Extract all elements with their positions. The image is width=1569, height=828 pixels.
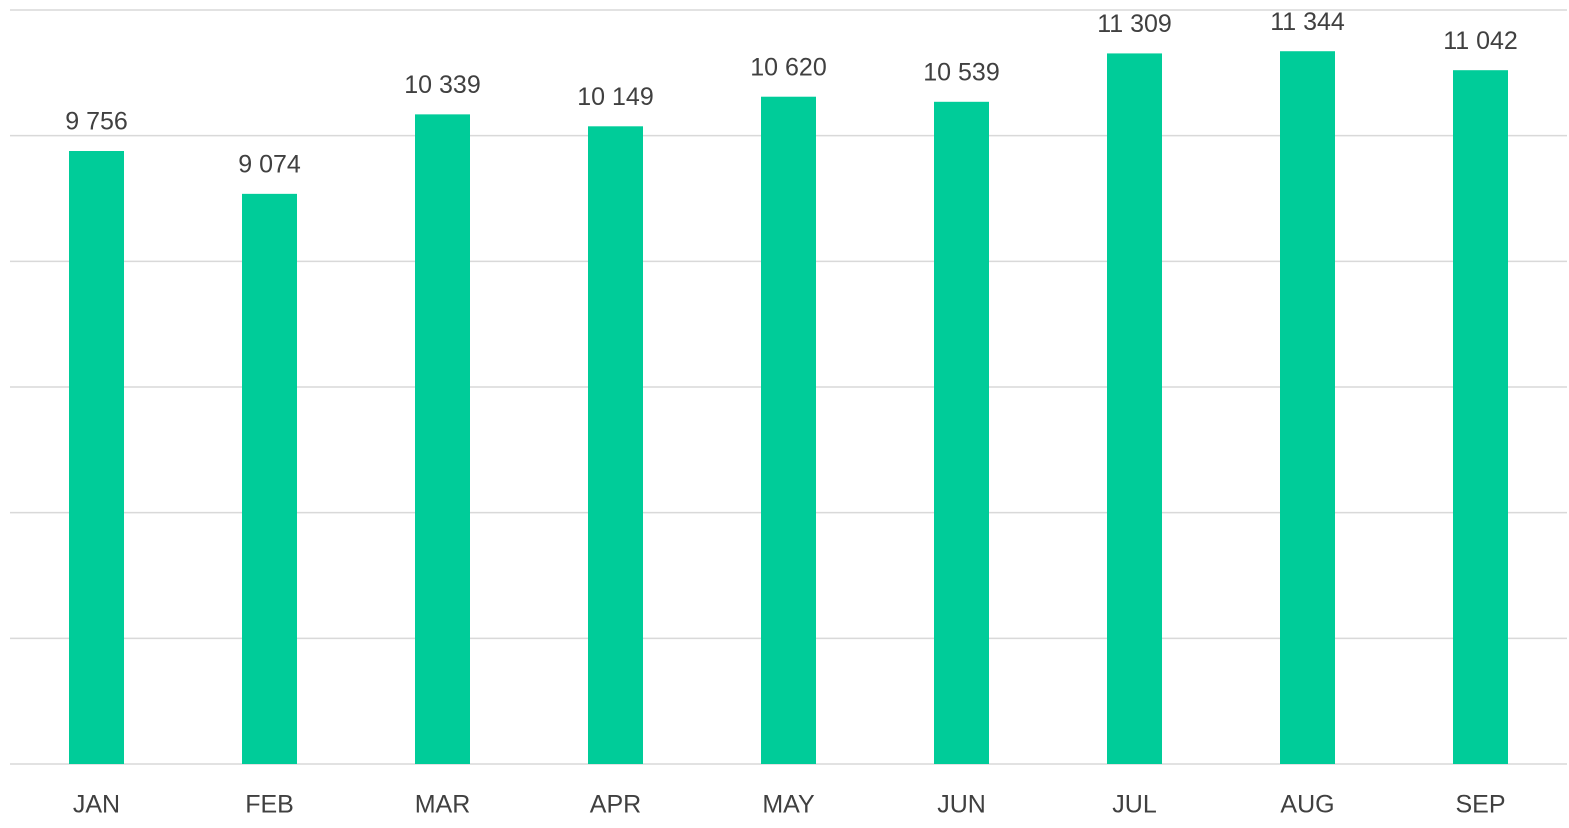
x-tick-label: JUL (1112, 791, 1157, 819)
x-tick-label: FEB (245, 791, 294, 819)
value-label: 11 309 (1097, 10, 1172, 38)
value-label: 11 344 (1270, 8, 1345, 36)
bar (934, 101, 989, 764)
bar (69, 150, 124, 765)
bar (588, 126, 643, 764)
value-label: 10 149 (577, 83, 653, 111)
x-tick-label: MAR (415, 791, 471, 819)
bar (1453, 70, 1508, 764)
bar (242, 193, 297, 764)
bar (415, 114, 470, 765)
x-tick-label: SEP (1455, 791, 1505, 819)
bar (1107, 53, 1162, 764)
value-label: 10 620 (750, 53, 826, 81)
value-label: 10 339 (404, 71, 480, 99)
x-tick-label: APR (590, 791, 641, 819)
x-tick-label: MAY (762, 791, 815, 819)
x-tick-label: AUG (1280, 791, 1334, 819)
x-tick-label: JAN (73, 791, 120, 819)
x-tick-label: JUN (937, 791, 986, 819)
bar (761, 96, 816, 764)
value-label: 9 074 (238, 150, 301, 178)
value-label: 10 539 (923, 58, 999, 86)
bar (1280, 51, 1335, 764)
value-label: 9 756 (65, 108, 128, 136)
value-label: 11 042 (1443, 27, 1518, 55)
